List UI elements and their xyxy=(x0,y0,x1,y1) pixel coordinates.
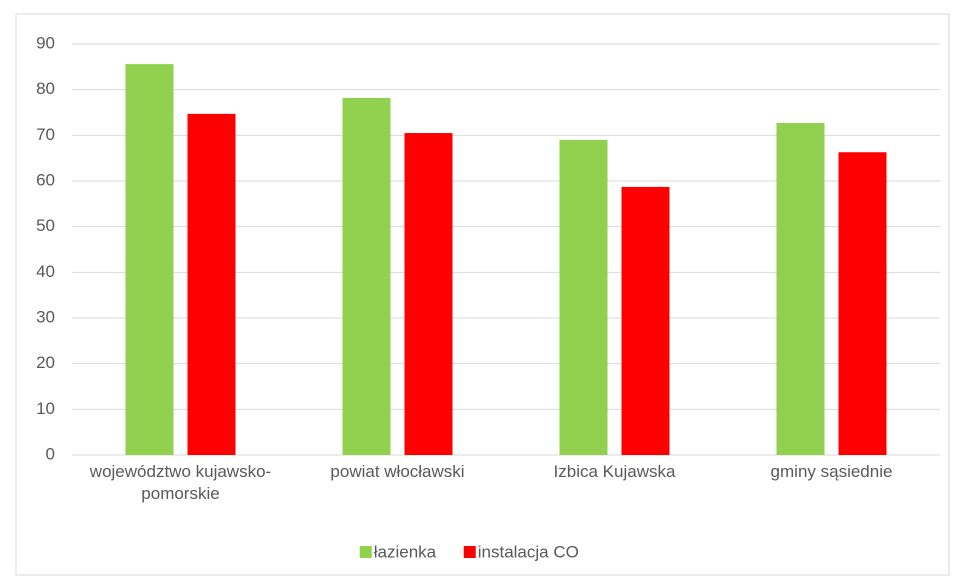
y-tick-label: 50 xyxy=(36,216,55,235)
y-tick-label: 90 xyxy=(36,33,55,52)
legend-swatch xyxy=(359,546,372,558)
y-tick-label: 40 xyxy=(36,262,55,281)
y-tick-label: 80 xyxy=(36,79,55,98)
bar xyxy=(838,152,887,456)
y-tick-label: 30 xyxy=(36,307,55,326)
legend-label: instalacja CO xyxy=(478,542,579,561)
bar xyxy=(621,186,670,456)
x-tick-label: Izbica Kujawska xyxy=(553,462,676,481)
x-tick-label: powiat włocławski xyxy=(330,462,465,481)
y-tick-label: 70 xyxy=(36,125,55,144)
bar xyxy=(187,113,236,456)
x-tick-label: województwo kujawsko-pomorskie xyxy=(89,462,272,503)
x-tick-label: gminy sąsiednie xyxy=(770,462,893,481)
y-tick-label: 10 xyxy=(36,399,55,418)
y-tick-label: 60 xyxy=(36,170,55,189)
bar xyxy=(342,97,391,456)
bar xyxy=(125,64,174,456)
bar xyxy=(404,133,453,456)
legend-swatch xyxy=(463,546,476,558)
bar xyxy=(776,123,825,456)
y-tick-label: 20 xyxy=(36,353,55,372)
legend-label: łazienka xyxy=(374,542,437,561)
y-tick-label: 0 xyxy=(46,444,55,463)
bar xyxy=(559,139,608,455)
